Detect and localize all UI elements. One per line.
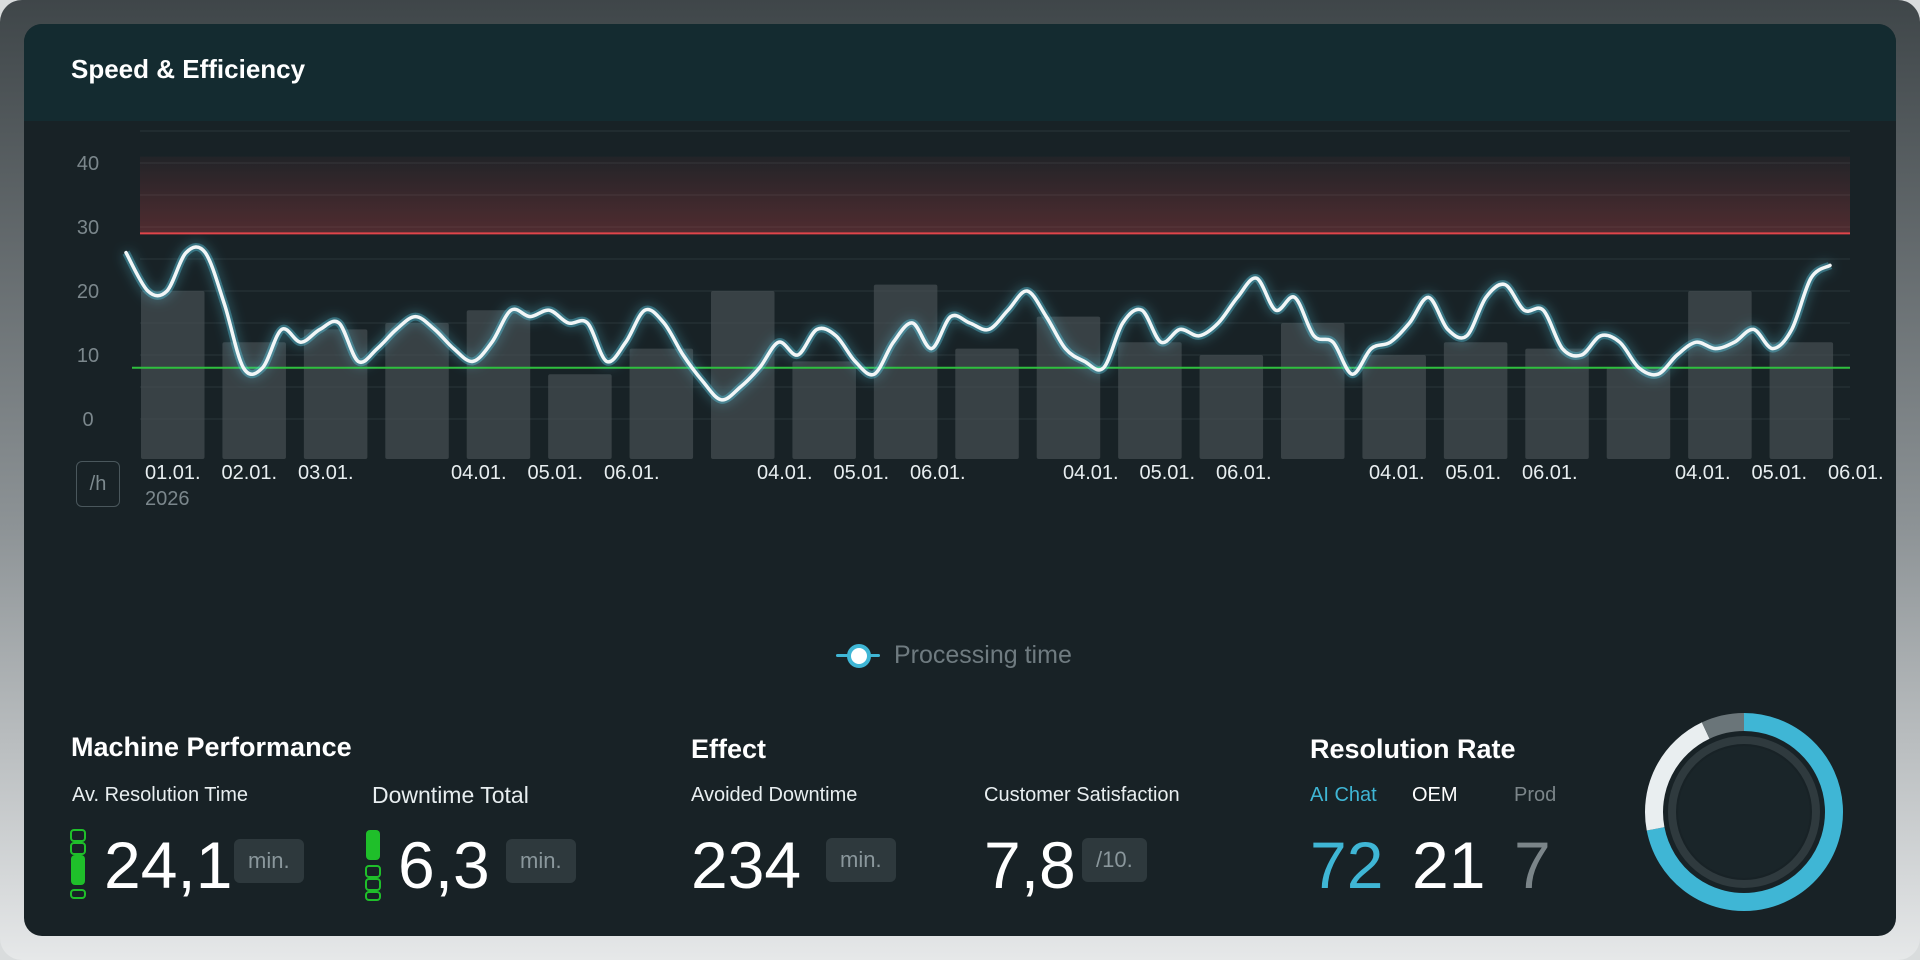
y-tick-label: 40 [77, 153, 99, 175]
x-tick-label: 06.01. [1828, 462, 1884, 484]
x-tick-label: 06.01. [604, 462, 660, 484]
chart-bar [1606, 367, 1671, 459]
chart-bar [1769, 342, 1834, 459]
chart-bar [303, 329, 368, 459]
series-line-processing-time [124, 245, 1832, 402]
machine-performance-title: Machine Performance [71, 732, 352, 762]
avoided-downtime-value: 234 [691, 828, 802, 902]
avoided-downtime-unit: min. [826, 838, 896, 882]
x-tick-label: 03.01. [298, 462, 354, 484]
av-resolution-time-unit: min. [234, 839, 304, 883]
downtime-total-unit: min. [506, 839, 576, 883]
chart-bar [792, 361, 856, 459]
battery-full-icon [69, 827, 87, 899]
av-resolution-time-value: 24,1 [104, 828, 233, 902]
chart-bar [1281, 323, 1345, 459]
resolution-rate-title: Resolution Rate [1310, 734, 1516, 764]
chart-bar [548, 374, 612, 459]
chart-bar [1036, 316, 1101, 459]
chart-bar [873, 284, 938, 459]
unit-toggle-button[interactable]: /h [76, 461, 120, 507]
x-tick-label: 05.01. [1446, 462, 1502, 484]
battery-low-icon [364, 829, 382, 901]
chart-bar [466, 310, 531, 459]
x-tick-label: 06.01. [1522, 462, 1578, 484]
legend-line-icon [836, 643, 880, 668]
chart-bar [1525, 348, 1589, 459]
oem-label: OEM [1412, 784, 1458, 806]
customer-satisfaction-unit: /10. [1082, 838, 1147, 882]
downtime-total-label: Downtime Total [372, 782, 529, 808]
downtime-total-value: 6,3 [398, 828, 490, 902]
chart-bar [385, 323, 449, 459]
legend-label: Processing time [894, 640, 1072, 669]
x-tick-label: 04.01. [1063, 462, 1119, 484]
x-tick-label: 02.01. [222, 462, 278, 484]
y-tick-label: 0 [82, 409, 93, 431]
x-tick-label: 05.01. [1752, 462, 1808, 484]
chart-bar [222, 342, 286, 459]
chart-bar [711, 291, 775, 459]
chart-legend[interactable]: Processing time [836, 640, 1072, 670]
chart-bar [955, 348, 1019, 459]
ai-chat-value: 72 [1310, 828, 1384, 902]
chart-bar [1688, 291, 1752, 459]
chart-bar [1118, 342, 1182, 459]
oem-value: 21 [1412, 828, 1486, 902]
donut-inner-ring [1668, 736, 1820, 888]
chart-bar [629, 348, 694, 459]
x-tick-label: 05.01. [1140, 462, 1196, 484]
y-tick-label: 10 [77, 345, 99, 367]
chart-bar [1443, 342, 1508, 459]
chart-bar [1199, 355, 1264, 459]
av-resolution-time-label: Av. Resolution Time [72, 784, 249, 806]
prod-label: Prod [1514, 784, 1557, 806]
chart-svg: 5040302010001.01.202602.01.03.01.04.01.0… [77, 130, 1884, 510]
ai-chat-label: AI Chat [1310, 784, 1377, 806]
y-tick-label: 30 [77, 217, 99, 239]
x-tick-label: 05.01. [834, 462, 890, 484]
donut-slice-prod [1701, 713, 1745, 739]
x-tick-label: 05.01. [528, 462, 584, 484]
chart-bar [141, 291, 205, 459]
speed-chart: 5040302010001.01.202602.01.03.01.04.01.0… [24, 121, 1896, 601]
prod-value: 7 [1514, 828, 1551, 902]
x-tick-label: 04.01. [451, 462, 507, 484]
donut-slice-oem [1645, 722, 1710, 831]
x-tick-label: 04.01. [1369, 462, 1425, 484]
x-tick-label: 04.01. [757, 462, 813, 484]
avoided-downtime-label: Avoided Downtime [691, 784, 858, 806]
donut-slice-ai-chat [1646, 713, 1843, 911]
x-tick-label: 06.01. [910, 462, 966, 484]
x-tick-label: 01.01. [145, 462, 201, 484]
customer-satisfaction-value: 7,8 [984, 828, 1076, 902]
resolution-donut-chart [1645, 713, 1843, 911]
donut-center [1678, 746, 1810, 878]
effect-title: Effect [691, 734, 767, 764]
threshold-band [140, 156, 1850, 234]
customer-satisfaction-label: Customer Satisfaction [984, 784, 1180, 806]
chart-bar [1362, 355, 1426, 459]
x-tick-sublabel: 2026 [145, 488, 190, 510]
y-tick-label: 20 [77, 281, 99, 303]
x-tick-label: 04.01. [1675, 462, 1731, 484]
x-tick-label: 06.01. [1216, 462, 1272, 484]
page-title: Speed & Efficiency [71, 54, 306, 84]
dashboard-card: Speed & Efficiency 5040302010001.01.2026… [24, 24, 1896, 936]
card-header: Speed & Efficiency [24, 24, 1896, 121]
